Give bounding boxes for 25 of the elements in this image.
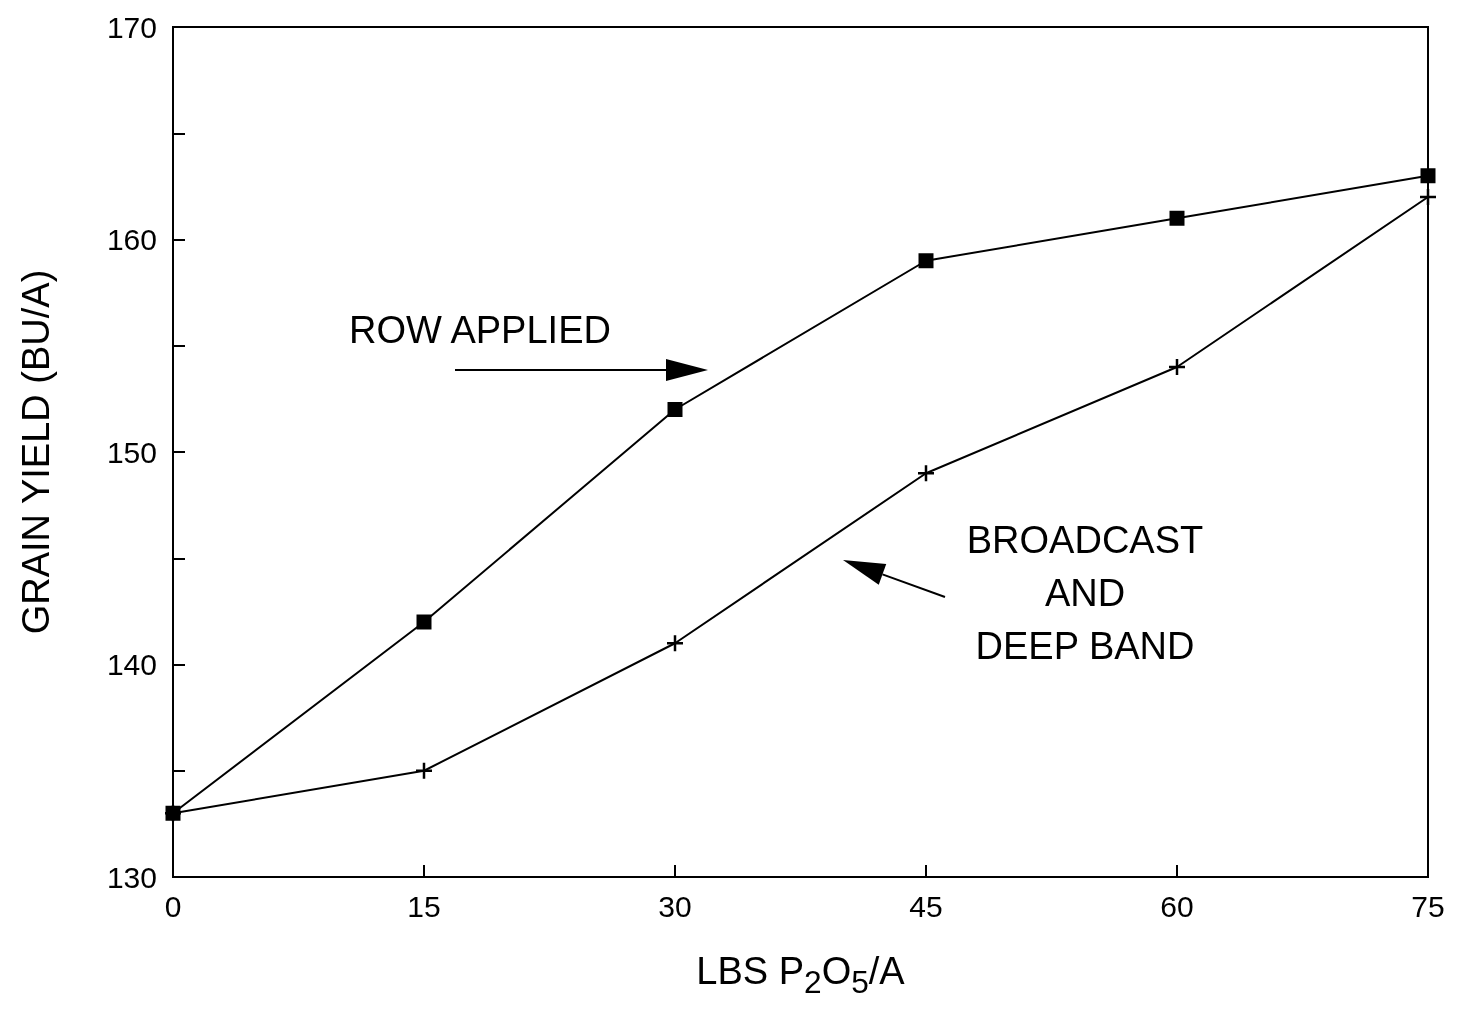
point xyxy=(1169,210,1185,226)
point xyxy=(667,402,683,417)
x-tick-label: 60 xyxy=(1160,889,1194,923)
annotation: BROADCAST AND DEEP BAND xyxy=(966,519,1204,667)
y-tick-label: 170 xyxy=(106,10,157,44)
y-axis-title: GRAIN YIELD (BU/A) xyxy=(15,269,57,635)
y-tick-label: 140 xyxy=(106,648,157,681)
point xyxy=(1420,168,1436,184)
point xyxy=(414,761,434,780)
x-axis-title: LBS P$_{2}$O$_{5}$/A xyxy=(695,950,906,1001)
point xyxy=(916,464,936,483)
y-tick-label: 130 xyxy=(106,860,157,894)
x-tick-label: 30 xyxy=(658,889,692,923)
point xyxy=(918,253,934,269)
point xyxy=(416,614,432,630)
point xyxy=(1418,187,1438,207)
y-tick-label: 150 xyxy=(106,435,157,469)
x-tick-label: 15 xyxy=(407,889,441,923)
x-tick-label: 75 xyxy=(1411,889,1445,923)
annotation: ROW APPLIED xyxy=(349,309,611,351)
y-tick-label: 160 xyxy=(106,223,157,256)
point xyxy=(1167,357,1187,377)
point xyxy=(665,634,685,653)
x-tick-label: 0 xyxy=(164,889,182,923)
x-tick-label: 45 xyxy=(909,889,943,923)
